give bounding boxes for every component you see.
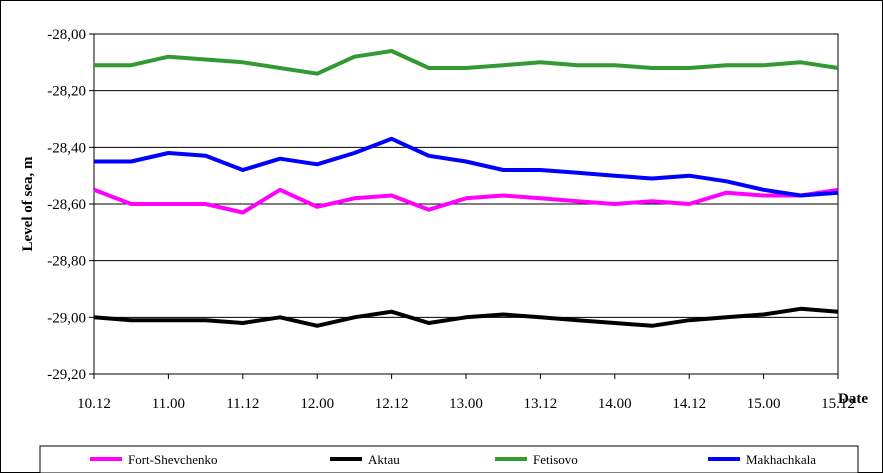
- y-tick-label: -28,40: [47, 140, 86, 156]
- x-tick-label: 13.00: [449, 396, 483, 412]
- x-tick-label: 14.12: [672, 396, 706, 412]
- legend-label: Aktau: [368, 452, 400, 467]
- x-axis-label: Date: [838, 391, 868, 407]
- y-axis-label: Level of sea, m: [20, 156, 36, 251]
- x-tick-label: 12.00: [300, 396, 334, 412]
- y-tick-label: -28,60: [47, 197, 86, 213]
- y-tick-label: -28,00: [47, 27, 86, 43]
- series-line-fetisovo: [94, 49, 839, 76]
- legend-label: Fort-Shevchenko: [128, 452, 218, 467]
- legend-box: [39, 445, 859, 473]
- legend-label: Makhachkala: [746, 452, 816, 467]
- y-tick-label: -29,20: [47, 367, 86, 383]
- x-tick-label: 12.12: [375, 396, 409, 412]
- series-line-makhachkala: [94, 136, 839, 198]
- series-line-fort-shevchenko: [93, 187, 839, 215]
- y-tick-label: -29,00: [47, 310, 86, 326]
- x-tick-label: 15.00: [747, 396, 781, 412]
- x-tick-label: 15.12: [821, 396, 855, 412]
- x-tick-label: 11.12: [226, 396, 259, 412]
- x-tick-label: 13.12: [524, 396, 558, 412]
- x-tick-label: 11.00: [152, 396, 185, 412]
- y-tick-label: -28,20: [47, 84, 86, 100]
- legend-label: Fetisovo: [533, 452, 578, 467]
- x-tick-label: 14.00: [598, 396, 632, 412]
- y-tick-label: -28,80: [47, 254, 86, 270]
- x-tick-label: 10.12: [77, 396, 111, 412]
- series-line-aktau: [93, 306, 839, 328]
